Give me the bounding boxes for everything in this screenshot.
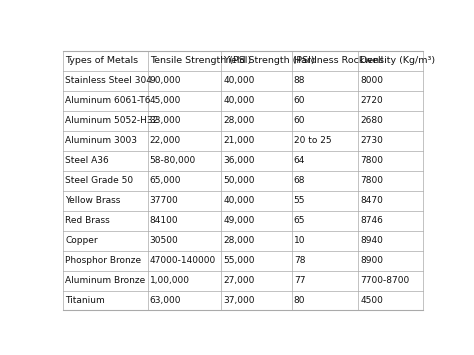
Text: 4500: 4500 bbox=[360, 296, 383, 305]
Text: 49,000: 49,000 bbox=[224, 216, 255, 225]
Text: 84100: 84100 bbox=[150, 216, 178, 225]
Text: 36,000: 36,000 bbox=[224, 156, 255, 165]
Text: Steel A36: Steel A36 bbox=[65, 156, 109, 165]
Text: Yellow Brass: Yellow Brass bbox=[65, 196, 120, 205]
Text: 10: 10 bbox=[294, 236, 305, 245]
Text: 33,000: 33,000 bbox=[150, 116, 181, 125]
Text: 64: 64 bbox=[294, 156, 305, 165]
Text: Aluminum 6061-T6: Aluminum 6061-T6 bbox=[65, 96, 151, 105]
Text: 7700-8700: 7700-8700 bbox=[360, 276, 410, 285]
Text: 2680: 2680 bbox=[360, 116, 383, 125]
Text: Density (Kg/m³): Density (Kg/m³) bbox=[360, 56, 436, 65]
Text: 8746: 8746 bbox=[360, 216, 383, 225]
Text: 7800: 7800 bbox=[360, 176, 383, 185]
Text: Aluminum 5052-H32: Aluminum 5052-H32 bbox=[65, 116, 158, 125]
Text: 58-80,000: 58-80,000 bbox=[150, 156, 196, 165]
Text: 88: 88 bbox=[294, 76, 305, 85]
Text: 55,000: 55,000 bbox=[224, 256, 255, 265]
Text: Copper: Copper bbox=[65, 236, 98, 245]
Text: 37,000: 37,000 bbox=[224, 296, 255, 305]
Text: Red Brass: Red Brass bbox=[65, 216, 110, 225]
Text: 20 to 25: 20 to 25 bbox=[294, 136, 331, 145]
Text: 45,000: 45,000 bbox=[150, 96, 181, 105]
Text: Types of Metals: Types of Metals bbox=[65, 56, 138, 65]
Text: 40,000: 40,000 bbox=[224, 196, 255, 205]
Text: Hardness Rockwell: Hardness Rockwell bbox=[294, 56, 383, 65]
Text: 27,000: 27,000 bbox=[224, 276, 255, 285]
Text: 28,000: 28,000 bbox=[224, 236, 255, 245]
Text: 28,000: 28,000 bbox=[224, 116, 255, 125]
Text: 8000: 8000 bbox=[360, 76, 383, 85]
Text: 40,000: 40,000 bbox=[224, 96, 255, 105]
Text: 80: 80 bbox=[294, 296, 305, 305]
Text: 21,000: 21,000 bbox=[224, 136, 255, 145]
Text: 50,000: 50,000 bbox=[224, 176, 255, 185]
Text: 2730: 2730 bbox=[360, 136, 383, 145]
Text: Tensile Strength (PSI): Tensile Strength (PSI) bbox=[150, 56, 251, 65]
Text: 90,000: 90,000 bbox=[150, 76, 181, 85]
Text: 60: 60 bbox=[294, 116, 305, 125]
Text: 47000-140000: 47000-140000 bbox=[150, 256, 216, 265]
Text: Stainless Steel 304: Stainless Steel 304 bbox=[65, 76, 152, 85]
Text: 8470: 8470 bbox=[360, 196, 383, 205]
Text: Steel Grade 50: Steel Grade 50 bbox=[65, 176, 133, 185]
Text: 65: 65 bbox=[294, 216, 305, 225]
Text: 30500: 30500 bbox=[150, 236, 179, 245]
Text: 2720: 2720 bbox=[360, 96, 383, 105]
Text: Aluminum Bronze: Aluminum Bronze bbox=[65, 276, 146, 285]
Text: Phosphor Bronze: Phosphor Bronze bbox=[65, 256, 141, 265]
Text: 22,000: 22,000 bbox=[150, 136, 181, 145]
Text: 78: 78 bbox=[294, 256, 305, 265]
Text: 7800: 7800 bbox=[360, 156, 383, 165]
Text: 63,000: 63,000 bbox=[150, 296, 181, 305]
Text: 8900: 8900 bbox=[360, 256, 383, 265]
Text: 40,000: 40,000 bbox=[224, 76, 255, 85]
Text: 60: 60 bbox=[294, 96, 305, 105]
Text: 37700: 37700 bbox=[150, 196, 179, 205]
Text: Titanium: Titanium bbox=[65, 296, 105, 305]
Text: 1,00,000: 1,00,000 bbox=[150, 276, 190, 285]
Text: 68: 68 bbox=[294, 176, 305, 185]
Text: 55: 55 bbox=[294, 196, 305, 205]
Text: Aluminum 3003: Aluminum 3003 bbox=[65, 136, 137, 145]
Text: 77: 77 bbox=[294, 276, 305, 285]
Text: 8940: 8940 bbox=[360, 236, 383, 245]
Text: 65,000: 65,000 bbox=[150, 176, 181, 185]
Text: Yield Strength (PSI): Yield Strength (PSI) bbox=[224, 56, 315, 65]
